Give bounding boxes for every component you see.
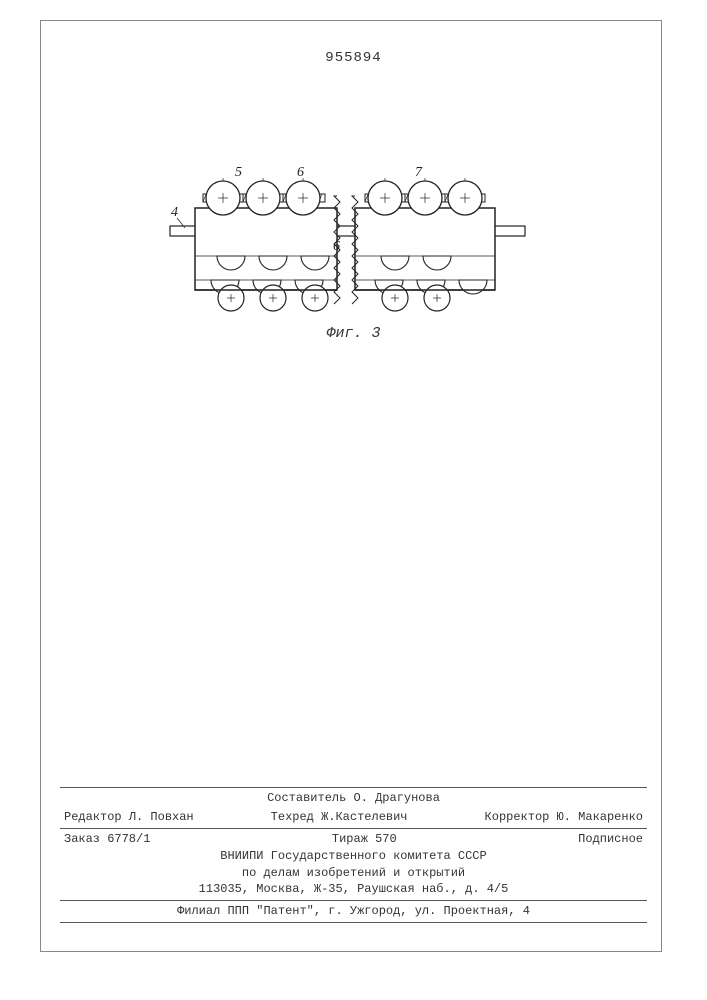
svg-text:4: 4 (171, 205, 178, 220)
editor: Редактор Л. Повхан (64, 809, 194, 826)
filial: Филиал ППП "Патент", г. Ужгород, ул. Про… (60, 903, 647, 920)
org-line-2: по делам изобретений и открытий (60, 865, 647, 882)
tirazh: Тираж 570 (332, 831, 397, 848)
podpisnoe: Подписное (578, 831, 643, 848)
compiler-line: Составитель О. Драгунова (60, 790, 647, 809)
corrector: Корректор Ю. Макаренко (485, 809, 643, 826)
svg-text:6: 6 (333, 239, 340, 254)
address: 113035, Москва, Ж-35, Раушская наб., д. … (60, 881, 647, 898)
figure-caption: Фиг. 3 (326, 325, 380, 342)
figure-3: 4 5 6 6 7 (165, 160, 530, 315)
svg-text:7: 7 (415, 165, 423, 180)
order-number: Заказ 6778/1 (64, 831, 150, 848)
document-number: 955894 (325, 50, 381, 66)
colophon: Составитель О. Драгунова Редактор Л. Пов… (60, 785, 647, 925)
svg-text:6: 6 (297, 165, 304, 180)
org-line-1: ВНИИПИ Государственного комитета СССР (60, 848, 647, 865)
svg-text:5: 5 (235, 165, 242, 180)
techred: Техред Ж.Кастелевич (271, 809, 408, 826)
